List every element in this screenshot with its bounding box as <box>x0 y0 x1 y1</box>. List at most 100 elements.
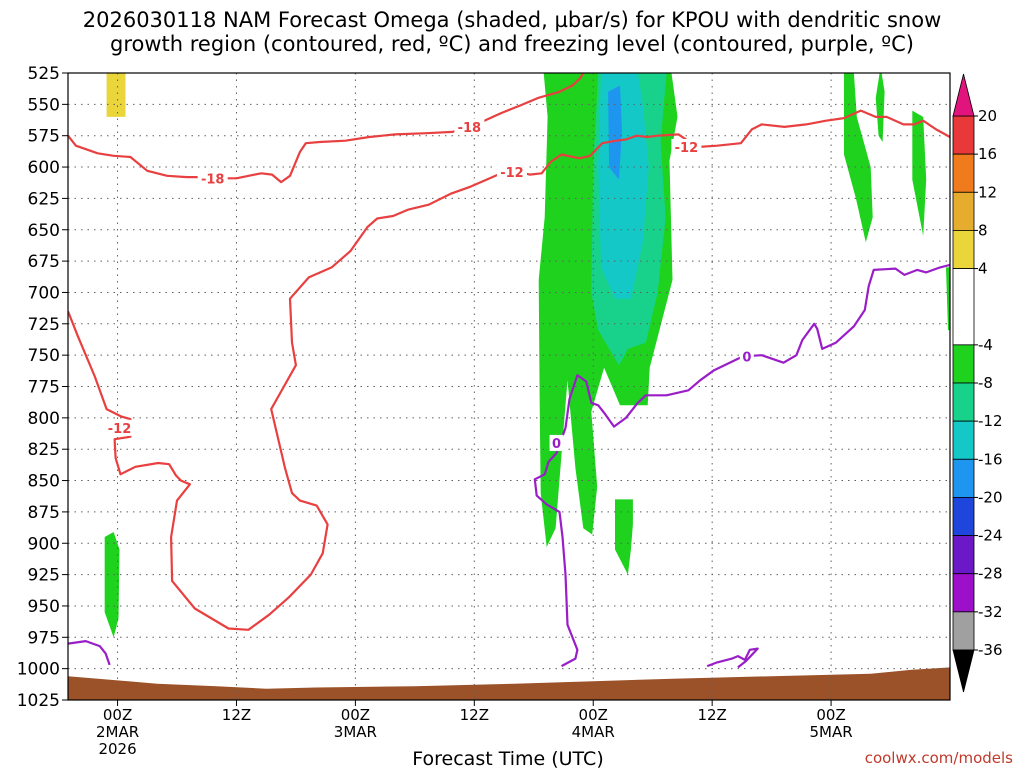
contour-label-bg-6 <box>739 348 754 365</box>
dgz-contour--12 <box>68 109 950 631</box>
contour-label-5: 0 <box>552 437 561 452</box>
y-tick-label-13: 850 <box>28 472 60 492</box>
colorbar-band-2 <box>952 191 975 231</box>
colorbar-band-8 <box>952 458 975 498</box>
x-tick-label-1: 12Z <box>222 706 251 724</box>
contour-label-4: -12 <box>675 141 699 156</box>
y-tick-label-12: 825 <box>28 440 60 460</box>
y-tick-label-8: 725 <box>28 315 60 335</box>
y-tick-label-16: 925 <box>28 566 60 586</box>
title-line-2: growth region (contoured, red, ºC) and f… <box>110 32 914 56</box>
contour-label-bg-2 <box>104 419 135 436</box>
omega-region-10 <box>608 85 622 180</box>
colorbar-tick-label-11: -28 <box>978 565 1003 583</box>
colorbar-tick-label-13: -36 <box>978 641 1003 659</box>
y-tick-label-18: 975 <box>28 628 60 648</box>
terrain <box>68 667 950 700</box>
omega-region-6 <box>912 110 927 236</box>
contour-label-0: -18 <box>201 172 225 187</box>
y-axis: 525 550 575 600 625 650 675 700 725 750 775 800 825 8… <box>17 64 68 711</box>
colorbar-band-12 <box>952 611 975 651</box>
contour-label-bg-0 <box>197 170 228 187</box>
colorbar-tick-label-2: 12 <box>978 183 997 201</box>
x-axis-label: Forecast Time (UTC) <box>412 748 603 768</box>
chart-title: 2026030118 NAM Forecast Omega (shaded, µ… <box>83 8 942 56</box>
watermark: coolwx.com/models <box>865 749 1013 767</box>
grid <box>68 73 950 700</box>
y-tick-label-3: 600 <box>28 158 60 178</box>
x-tick-label-2: 00Z 3MAR <box>334 706 377 741</box>
contour-labels: -18 -18 -12 -12 -12 0 0 <box>104 118 754 452</box>
omega-region-5 <box>875 73 885 142</box>
y-tick-label-6: 675 <box>28 252 60 272</box>
colorbar-band-5 <box>952 344 975 384</box>
x-tick-label-3: 12Z <box>460 706 489 724</box>
y-tick-label-1: 550 <box>28 95 60 115</box>
colorbar-band-3 <box>952 230 975 269</box>
y-tick-label-11: 800 <box>28 409 60 429</box>
colorbar-band-1 <box>952 153 975 193</box>
omega-region-3 <box>615 499 633 575</box>
y-tick-label-15: 900 <box>28 534 60 554</box>
x-tick-label-0: 00Z 2MAR 2026 <box>96 706 139 758</box>
colorbar-tick-label-12: -32 <box>978 603 1003 621</box>
terrain-fill <box>68 667 950 700</box>
y-tick-label-5: 650 <box>28 221 60 241</box>
y-tick-label-17: 950 <box>28 597 60 617</box>
y-tick-label-14: 875 <box>28 503 60 523</box>
dendritic-growth-contours <box>68 73 950 631</box>
colorbar-tick-label-4: 4 <box>978 260 988 278</box>
y-tick-label-7: 700 <box>28 283 60 303</box>
colorbar-band-9 <box>952 497 975 536</box>
omega-region-0 <box>106 73 126 117</box>
colorbar-tick-label-10: -24 <box>978 527 1003 545</box>
colorbar-band-6 <box>952 382 975 422</box>
x-axis: 00Z 2MAR 2026 12Z 00Z 3MAR 12Z 00Z 4MAR 12Z 00Z 5MA… <box>96 700 853 758</box>
contour-label-bg-3 <box>496 164 527 181</box>
colorbar-tick-label-9: -20 <box>978 488 1003 506</box>
x-tick-label-5: 12Z <box>697 706 726 724</box>
dgz-contour--18 <box>68 73 585 184</box>
y-tick-label-19: 1000 <box>17 660 60 680</box>
colorbar-tick-label-1: 16 <box>978 145 997 163</box>
contour-label-bg-1 <box>454 118 485 135</box>
title-line-1: 2026030118 NAM Forecast Omega (shaded, µ… <box>83 8 942 32</box>
plot-area: -18 -18 -12 -12 -12 0 0 <box>68 73 950 700</box>
colorbar: 20 16 12 8 4 -4 -8 -12 -16 -20 -24 -28 -32 -36 <box>952 73 1003 693</box>
contour-label-2: -12 <box>108 422 132 437</box>
colorbar-tick-label-6: -8 <box>978 374 993 392</box>
y-tick-label-2: 575 <box>28 127 60 147</box>
x-tick-label-4: 00Z 4MAR <box>572 706 615 741</box>
colorbar-tick-label-3: 8 <box>978 221 988 239</box>
colorbar-band-4 <box>952 268 975 346</box>
colorbar-under-arrow <box>952 649 975 693</box>
y-tick-label-10: 775 <box>28 378 60 398</box>
contour-label-bg-4 <box>671 138 702 155</box>
colorbar-tick-label-7: -12 <box>978 412 1003 430</box>
y-tick-label-4: 625 <box>28 189 60 209</box>
x-tick-label-6: 00Z 5MAR <box>809 706 852 741</box>
omega-region-4 <box>844 73 873 243</box>
omega-region-7 <box>946 267 950 331</box>
colorbar-over-arrow <box>952 73 975 117</box>
contour-label-bg-5 <box>549 434 564 451</box>
colorbar-tick-label-8: -16 <box>978 450 1003 468</box>
y-tick-label-9: 750 <box>28 346 60 366</box>
colorbar-band-10 <box>952 535 975 575</box>
contour-label-6: 0 <box>742 350 751 365</box>
omega-shading <box>104 73 950 638</box>
omega-region-1 <box>104 532 120 638</box>
freezing-contour-0 <box>68 639 111 666</box>
freezing-contour-2 <box>706 647 759 669</box>
colorbar-band-7 <box>952 420 975 460</box>
contour-label-3: -12 <box>500 166 524 181</box>
contour-label-1: -18 <box>458 121 482 136</box>
freezing-contour-1 <box>533 263 950 668</box>
y-tick-label-0: 525 <box>28 64 60 84</box>
colorbar-tick-label-0: 20 <box>978 107 997 125</box>
freezing-level-contours <box>68 263 950 669</box>
y-tick-label-20: 1025 <box>17 691 60 711</box>
colorbar-band-0 <box>952 115 975 155</box>
colorbar-band-11 <box>952 573 975 613</box>
